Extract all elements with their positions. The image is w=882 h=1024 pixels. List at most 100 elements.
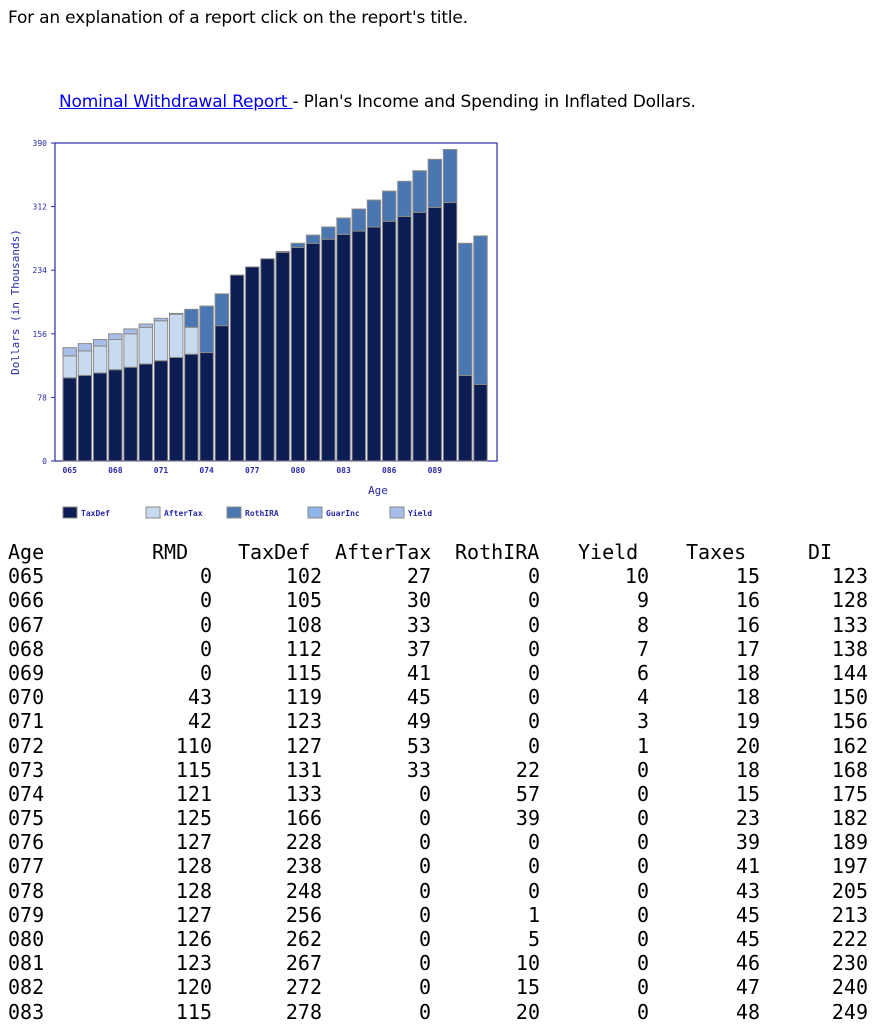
cell-di: 162	[831, 733, 868, 758]
cell-rmd: 42	[187, 709, 212, 734]
cell-age: 077	[8, 854, 45, 879]
cell-di: 222	[831, 927, 868, 951]
legend-swatch-guarinc	[307, 506, 323, 519]
column-header-yield: Yield	[578, 540, 639, 564]
cell-rothira: 0	[527, 636, 540, 661]
cell-rothira: 5	[527, 927, 540, 951]
bar-rothira-075	[214, 293, 230, 327]
bar-taxdef-075	[214, 325, 230, 462]
table-row: 079 127 256 0 1 0 45 213	[0, 903, 872, 927]
x-tick-label: 083	[336, 466, 351, 475]
cell-rmd: 43	[187, 685, 212, 710]
cell-rothira: 10	[515, 951, 540, 976]
bar-taxdef-080	[290, 246, 306, 462]
legend-label-aftertax: AfterTax	[164, 509, 203, 518]
cell-aftertax: 0	[418, 927, 431, 951]
cell-aftertax: 33	[406, 612, 431, 637]
cell-rmd: 120	[175, 975, 212, 1000]
cell-di: 150	[831, 685, 868, 710]
cell-aftertax: 0	[418, 975, 431, 1000]
nominal-withdrawal-report-link[interactable]: Nominal Withdrawal Report	[59, 92, 293, 112]
cell-di: 249	[831, 999, 868, 1024]
bar-taxdef-074	[199, 352, 214, 462]
cell-rmd: 126	[175, 927, 212, 951]
cell-rothira: 0	[527, 588, 540, 613]
legend-swatch-taxdef	[62, 506, 78, 519]
cell-aftertax: 49	[406, 709, 431, 734]
withdrawal-chart: 0 78 156 234 312 390 065 068 071 074 077 080 083 086 0…	[9, 139, 498, 519]
cell-rmd: 115	[175, 999, 212, 1024]
x-tick-label: 068	[108, 466, 123, 475]
cell-age: 078	[8, 878, 45, 903]
cell-aftertax: 0	[418, 878, 431, 903]
y-tick-label: 312	[33, 203, 48, 212]
cell-rothira: 0	[527, 685, 540, 710]
cell-age: 066	[8, 588, 45, 613]
bar-taxdef-070	[138, 363, 153, 462]
cell-age: 081	[8, 951, 45, 976]
bar-yield-066	[77, 343, 93, 352]
cell-taxdef: 248	[285, 878, 322, 903]
y-tick-label: 390	[33, 139, 48, 148]
cell-aftertax: 0	[418, 781, 431, 806]
column-header-aftertax: AfterTax	[335, 540, 432, 564]
table-row: 072 110 127 53 0 1 20 162	[0, 734, 872, 758]
table-row: 083 115 278 0 20 0 48 249	[0, 1000, 872, 1024]
cell-aftertax: 33	[406, 757, 431, 782]
cell-taxdef: 256	[285, 902, 322, 927]
cell-taxes: 18	[735, 685, 760, 710]
cell-rothira: 1	[527, 902, 540, 927]
cell-age: 083	[8, 999, 45, 1024]
bar-taxdef-067	[92, 372, 108, 462]
cell-rmd: 0	[199, 564, 212, 589]
cell-aftertax: 27	[406, 564, 431, 589]
cell-aftertax: 0	[418, 999, 431, 1024]
bar-aftertax-068	[108, 339, 123, 371]
bar-taxdef-092	[473, 383, 488, 462]
table-row: 077 128 238 0 0 0 41 197	[0, 854, 872, 878]
table-row: 066 0 105 30 0 9 16 128	[0, 588, 872, 612]
cell-age: 073	[8, 757, 45, 782]
bar-yield-070	[138, 323, 153, 328]
cell-di: 205	[831, 878, 868, 903]
bar-aftertax-072	[169, 313, 184, 358]
cell-rmd: 110	[175, 733, 212, 758]
cell-taxdef: 272	[285, 975, 322, 1000]
bar-taxdef-090	[442, 202, 458, 462]
cell-yield: 0	[636, 806, 649, 831]
cell-rothira: 20	[515, 999, 540, 1024]
table-row: 074 121 133 0 57 0 15 175	[0, 782, 872, 806]
cell-taxdef: 115	[285, 660, 322, 685]
bar-rothira-091	[458, 242, 473, 376]
bar-taxdef-065	[62, 377, 77, 462]
cell-yield: 8	[636, 612, 649, 637]
bar-taxdef-077	[245, 266, 260, 462]
cell-rmd: 125	[175, 806, 212, 831]
cell-di: 189	[831, 830, 868, 855]
cell-taxdef: 238	[285, 854, 322, 879]
legend-label-rothira: RothIRA	[245, 509, 279, 518]
cell-taxes: 18	[735, 757, 760, 782]
report-line: Nominal Withdrawal Report - Plan's Incom…	[59, 92, 696, 112]
cell-aftertax: 45	[406, 685, 431, 710]
column-header-taxdef: TaxDef	[238, 540, 311, 564]
cell-age: 075	[8, 806, 45, 831]
cell-rmd: 0	[199, 588, 212, 613]
table-row: 080 126 262 0 5 0 45 222	[0, 927, 872, 951]
cell-age: 069	[8, 660, 45, 685]
cell-yield: 4	[636, 685, 649, 710]
cell-yield: 1	[636, 733, 649, 758]
y-tick-label: 234	[33, 266, 48, 275]
bar-taxdef-088	[412, 211, 427, 462]
cell-rothira: 0	[527, 854, 540, 879]
cell-rmd: 127	[175, 830, 212, 855]
bar-aftertax-066	[77, 350, 93, 376]
table-row: 070 43 119 45 0 4 18 150	[0, 685, 872, 709]
column-header-di: DI	[808, 540, 833, 564]
cell-age: 076	[8, 830, 45, 855]
table-row: 076 127 228 0 0 0 39 189	[0, 830, 872, 854]
cell-taxes: 18	[735, 660, 760, 685]
table-row: 075 125 166 0 39 0 23 182	[0, 806, 872, 830]
cell-rmd: 121	[175, 781, 212, 806]
bar-rothira-083	[336, 217, 351, 235]
